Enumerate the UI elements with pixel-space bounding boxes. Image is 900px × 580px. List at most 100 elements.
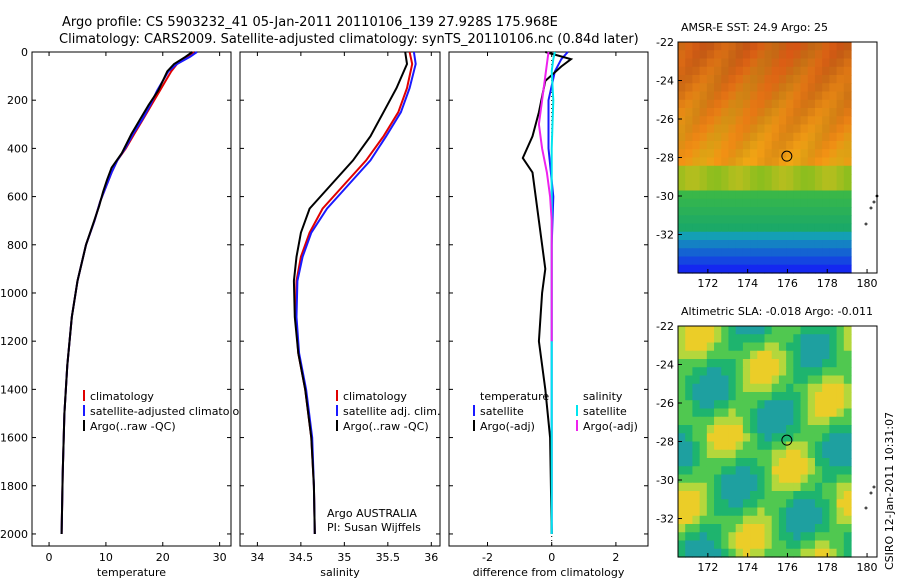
map-cell	[706, 264, 715, 274]
map-cell	[771, 433, 780, 443]
map-cell	[822, 540, 830, 550]
map-cell	[721, 174, 730, 183]
map-cell	[764, 42, 773, 51]
map-cell	[771, 207, 780, 216]
map-cell	[685, 58, 694, 68]
map-cell	[757, 132, 766, 142]
map-cell	[678, 207, 686, 216]
map-cell	[843, 408, 852, 418]
map-cell	[814, 50, 823, 60]
map-cell	[793, 108, 802, 117]
map-y-tick-label: -30	[656, 190, 674, 203]
map-cell	[793, 264, 802, 274]
map-cell	[843, 458, 852, 467]
map-cell	[750, 400, 758, 410]
map-cell	[742, 256, 751, 266]
map-cell	[822, 248, 830, 258]
map-cell	[800, 482, 809, 492]
map-cell	[771, 141, 780, 150]
map-cell	[678, 42, 686, 51]
map-cell	[814, 342, 823, 352]
map-cell	[843, 132, 852, 142]
map-cell	[771, 149, 780, 159]
map-cell	[728, 66, 737, 76]
map-cell	[714, 416, 722, 426]
map-cell	[742, 58, 751, 68]
map-cell	[786, 215, 794, 225]
map-cell	[836, 141, 845, 150]
map-cell	[750, 326, 758, 335]
map-cell	[800, 207, 809, 216]
map-cell	[836, 441, 845, 451]
map-cell	[829, 132, 838, 142]
map-cell	[829, 157, 838, 167]
map-cell	[728, 375, 737, 385]
map-cell	[764, 157, 773, 167]
map-cell	[685, 474, 694, 484]
map-cell	[807, 482, 816, 492]
map-cell	[771, 499, 780, 509]
map-cell	[786, 359, 794, 368]
map-cell	[829, 499, 838, 509]
map-cell	[771, 42, 780, 51]
x-tick-label: 30	[213, 551, 227, 564]
map-cell	[771, 132, 780, 142]
map-cell	[692, 58, 701, 68]
map-cell	[786, 83, 794, 93]
map-cell	[793, 499, 802, 509]
map-cell	[750, 466, 758, 476]
map-cell	[800, 400, 809, 410]
map-cell	[742, 91, 751, 101]
y-tick-label: 200	[7, 94, 28, 107]
map-cell	[836, 482, 845, 492]
map-cell	[829, 375, 838, 385]
map-cell	[699, 108, 708, 117]
map-cell	[829, 198, 838, 208]
map-cell	[807, 540, 816, 550]
y-tick-label: 2000	[0, 528, 28, 541]
map-cell	[764, 58, 773, 68]
map-cell	[836, 367, 845, 377]
map-cell	[678, 416, 686, 426]
map-cell	[757, 408, 766, 418]
map-cell	[764, 499, 773, 509]
map-cell	[814, 326, 823, 335]
map-cell	[786, 540, 794, 550]
map-cell	[778, 540, 787, 550]
map-cell	[793, 433, 802, 443]
map-cell	[750, 149, 758, 159]
map-cell	[807, 400, 816, 410]
map-cell	[750, 91, 758, 101]
map-cell	[822, 42, 830, 51]
map-cell	[714, 433, 722, 443]
map-cell	[699, 256, 708, 266]
map-cell	[699, 466, 708, 476]
map-cell	[814, 207, 823, 216]
map-cell	[714, 240, 722, 249]
map-cell	[721, 99, 730, 109]
map-cell	[714, 248, 722, 258]
map-cell	[757, 524, 766, 533]
map-cell	[735, 458, 744, 467]
map-cell	[764, 174, 773, 183]
map-cell	[757, 466, 766, 476]
map-cell	[742, 248, 751, 258]
map-cell	[843, 367, 852, 377]
map-cell	[750, 157, 758, 167]
map-cell	[757, 449, 766, 459]
map-cell	[685, 441, 694, 451]
legend-label: Argo(-adj)	[583, 420, 638, 433]
map-cell	[814, 165, 823, 175]
map-cell	[800, 458, 809, 467]
map-cell	[685, 482, 694, 492]
map-cell	[685, 524, 694, 533]
map-cell	[692, 75, 701, 84]
map-cell	[735, 223, 744, 233]
map-cell	[800, 441, 809, 451]
map-cell	[843, 256, 852, 266]
map-cell	[692, 190, 701, 200]
map-cell	[836, 433, 845, 443]
map-cell	[829, 99, 838, 109]
map-cell	[728, 141, 737, 150]
map-cell	[829, 392, 838, 401]
